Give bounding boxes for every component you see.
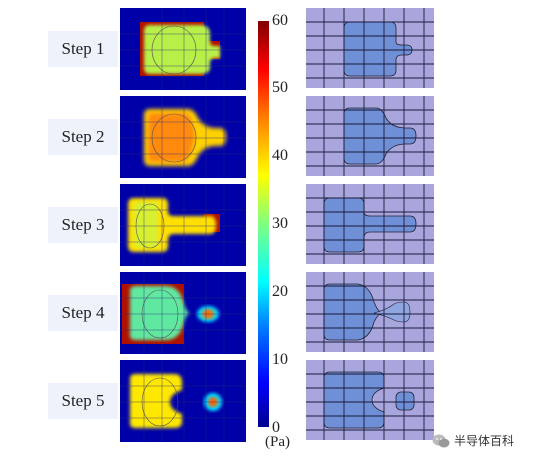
simulation-panel-step-5 <box>120 360 246 442</box>
experiment-photo-step-5 <box>306 360 434 440</box>
simulation-panel-step-3 <box>120 184 246 266</box>
colorbar-tick-0: 0 <box>272 419 280 436</box>
step-3-label: Step 3 <box>48 207 118 243</box>
colorbar-tick-10: 10 <box>272 351 288 368</box>
step-4-label: Step 4 <box>48 295 118 331</box>
colorbar-tick-60: 60 <box>272 12 288 29</box>
step-5-label: Step 5 <box>48 383 118 419</box>
wechat-icon <box>432 434 450 447</box>
watermark: 半导体百科 <box>432 432 514 449</box>
experiment-photo-step-2 <box>306 96 434 176</box>
colorbar-tick-50: 50 <box>272 79 288 96</box>
step-1-label: Step 1 <box>48 31 118 67</box>
experiment-photo-step-1 <box>306 8 434 88</box>
simulation-panel-step-4 <box>120 272 246 354</box>
colorbar-tick-40: 40 <box>272 147 288 164</box>
colorbar-tick-30: 30 <box>272 215 288 232</box>
step-2-label: Step 2 <box>48 119 118 155</box>
pressure-colorbar <box>258 21 269 427</box>
experiment-photo-step-4 <box>306 272 434 352</box>
colorbar-tick-20: 20 <box>272 283 288 300</box>
simulation-panel-step-1 <box>120 8 246 90</box>
experiment-photo-step-3 <box>306 184 434 264</box>
colorbar-unit: (Pa) <box>265 434 290 450</box>
simulation-panel-step-2 <box>120 96 246 178</box>
watermark-text: 半导体百科 <box>454 434 515 448</box>
